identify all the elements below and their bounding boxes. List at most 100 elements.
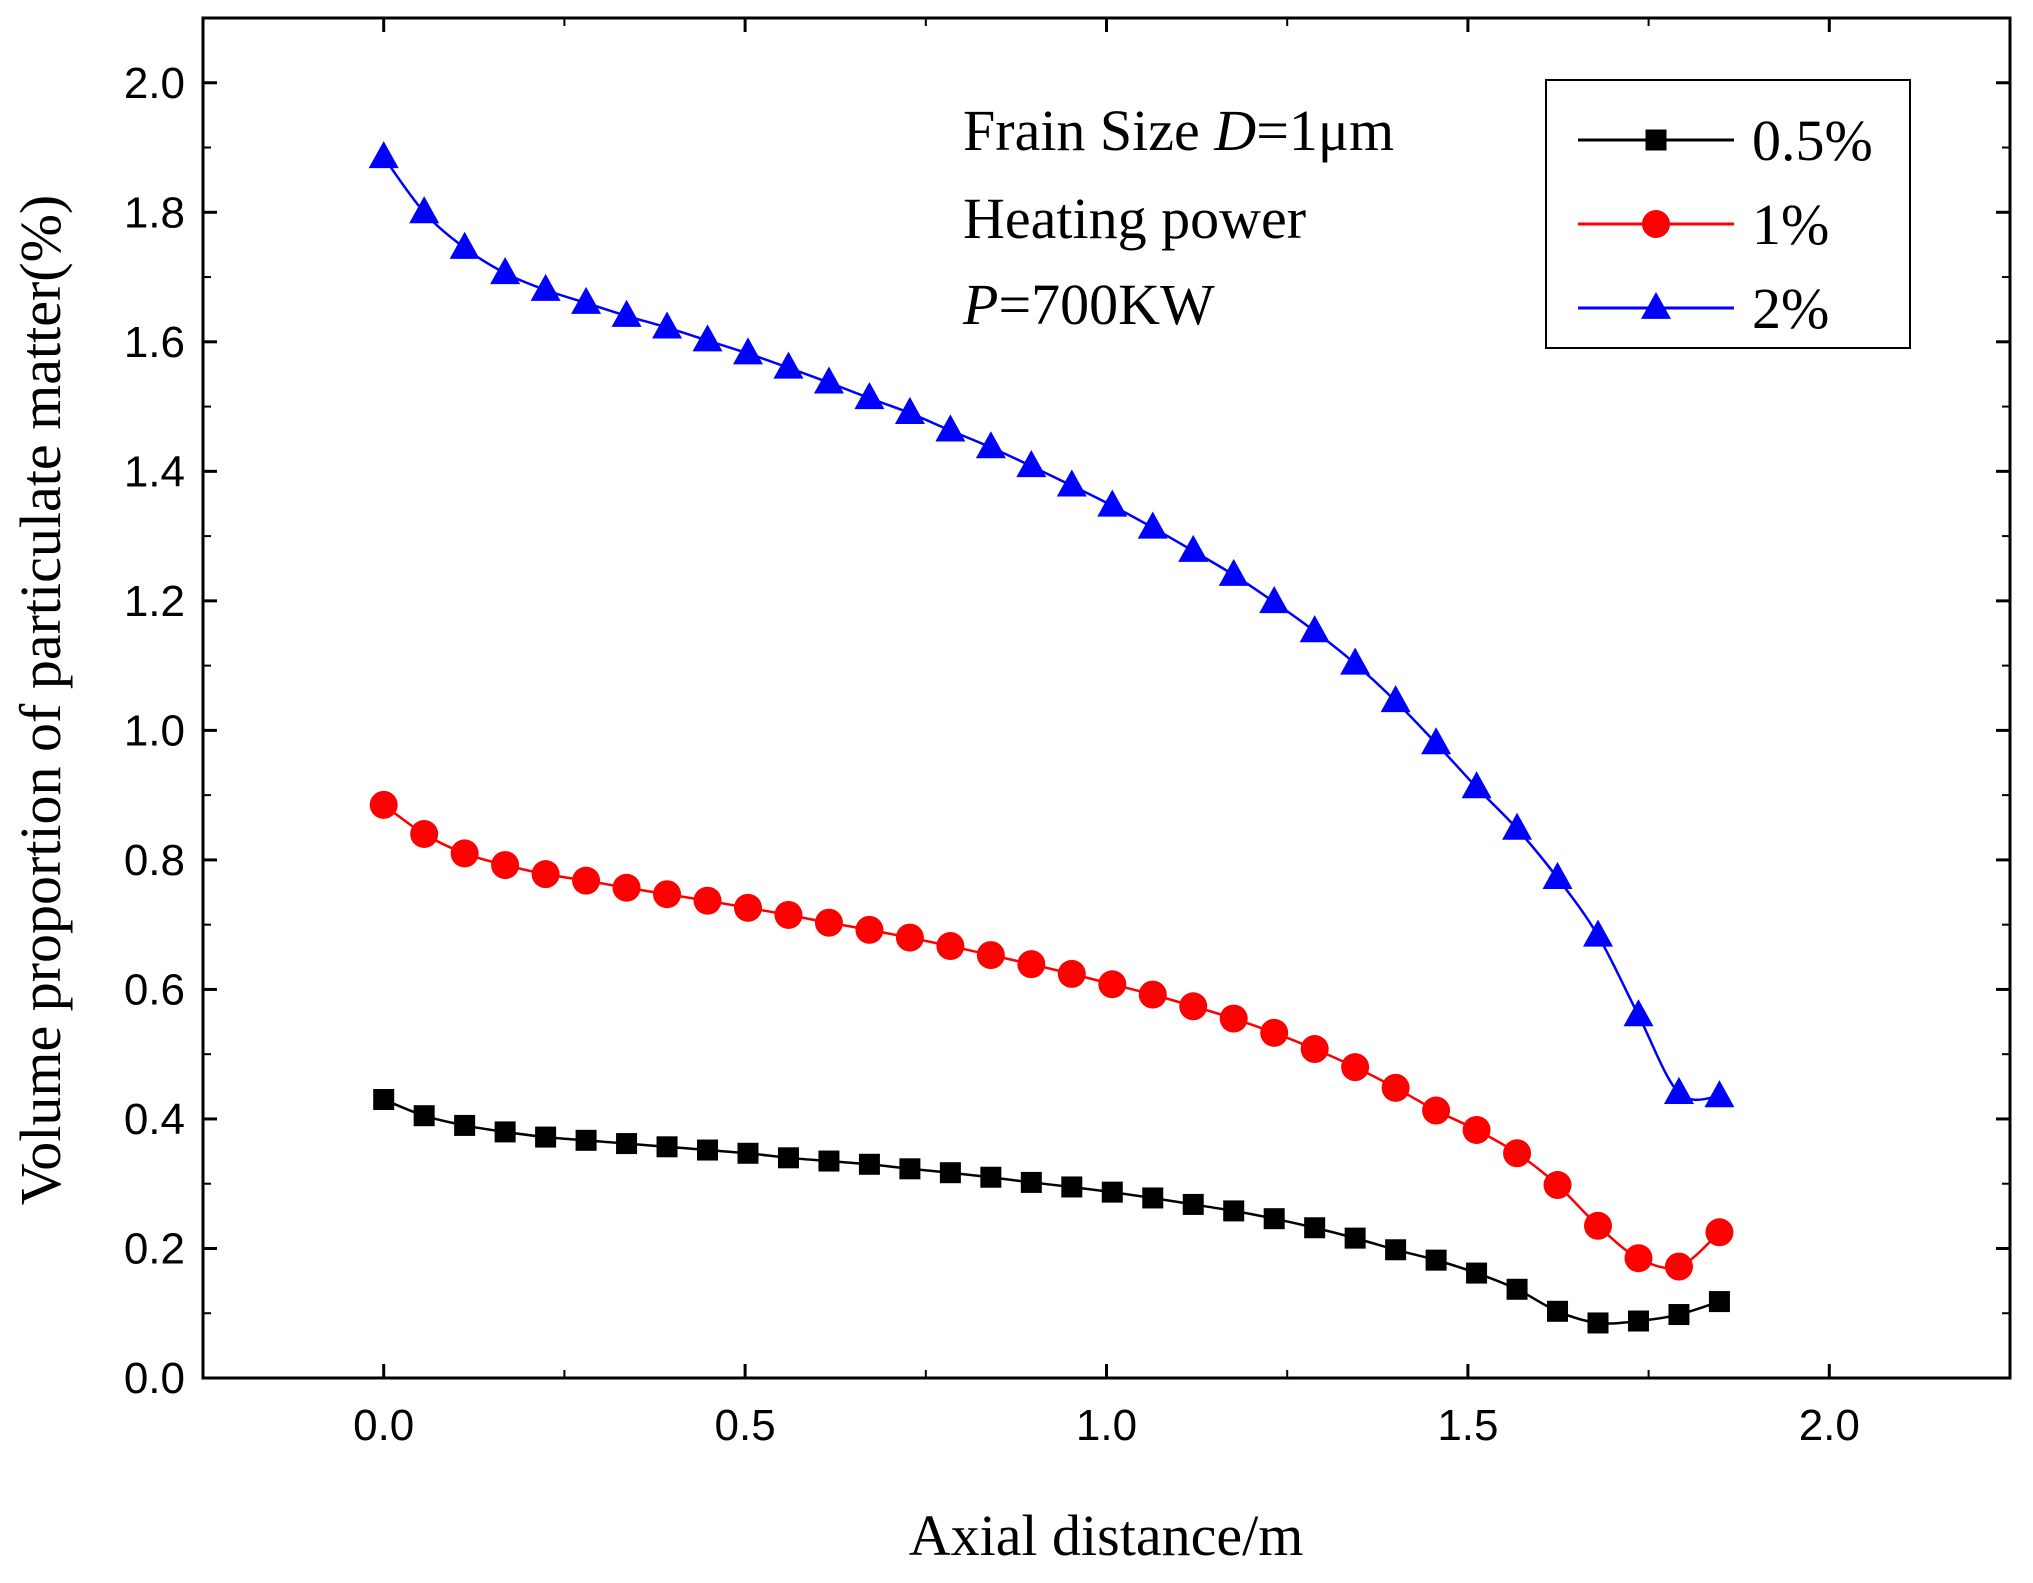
data-point: [1543, 1171, 1572, 1200]
legend-marker: [1642, 210, 1670, 238]
data-point: [1381, 1073, 1410, 1102]
data-point: [773, 351, 804, 379]
data-point: [899, 1158, 921, 1180]
heating-power-annotation: Heating power: [963, 186, 1306, 251]
data-point: [1705, 1218, 1734, 1247]
grain-size-annotation: Frain Size D=1μm: [963, 98, 1394, 163]
data-point: [1138, 980, 1167, 1009]
data-point: [1542, 861, 1573, 889]
y-tick-label: 0.4: [124, 1095, 185, 1144]
data-point: [1020, 1171, 1042, 1193]
data-point: [656, 1136, 678, 1158]
data-point: [854, 382, 885, 410]
data-point: [535, 1126, 557, 1148]
data-point: [1182, 1193, 1204, 1215]
data-point: [369, 790, 398, 819]
legend-label: 1%: [1752, 192, 1829, 257]
legend-entry: 2%: [1578, 276, 1829, 341]
data-point: [980, 1166, 1002, 1188]
data-point: [813, 366, 844, 394]
data-point: [1587, 1312, 1609, 1334]
data-point: [1056, 469, 1087, 497]
data-point: [1584, 1211, 1613, 1240]
data-point: [1461, 771, 1492, 799]
data-point: [1016, 450, 1047, 478]
data-point: [1624, 1244, 1653, 1273]
y-tick-label: 1.6: [124, 318, 185, 367]
legend-entry: 1%: [1578, 192, 1829, 257]
annotation-block: Frain Size D=1μm Heating power P=700KW: [962, 98, 1394, 337]
data-point: [1263, 1208, 1285, 1230]
data-point: [1098, 970, 1127, 999]
data-point: [936, 932, 965, 961]
legend-box: [1545, 79, 1911, 349]
data-point: [1259, 586, 1290, 614]
data-point: [494, 1121, 516, 1143]
data-point: [531, 860, 560, 889]
legend-marker: [1641, 291, 1671, 319]
data-point: [572, 866, 601, 895]
y-axis-title: Volume proportion of particulate matter(…: [8, 195, 73, 1205]
data-point: [1101, 1181, 1123, 1203]
data-point: [1502, 812, 1533, 840]
data-point: [895, 923, 924, 952]
data-point: [1179, 992, 1208, 1021]
data-point: [1260, 1018, 1289, 1047]
data-point: [697, 1139, 719, 1161]
legend-entry: 0.5%: [1578, 108, 1873, 173]
x-tick-label: 1.0: [1076, 1401, 1137, 1450]
data-point: [1300, 1035, 1329, 1064]
data-point: [1061, 1176, 1083, 1198]
data-point: [409, 196, 440, 224]
data-point: [935, 414, 966, 442]
data-point: [737, 1142, 759, 1164]
data-point: [1017, 950, 1046, 979]
data-point: [1506, 1278, 1528, 1300]
data-point: [1299, 615, 1330, 643]
series-square: [373, 1089, 1730, 1334]
data-point: [692, 324, 723, 352]
data-point: [1704, 1080, 1735, 1108]
data-point: [368, 141, 399, 169]
data-point: [1422, 1096, 1451, 1125]
data-point: [1623, 999, 1654, 1027]
data-point: [1178, 534, 1209, 562]
series-line: [382, 803, 1721, 1270]
data-point: [616, 1133, 638, 1155]
data-point: [1142, 1187, 1164, 1209]
x-tick-label: 1.5: [1437, 1401, 1498, 1450]
y-tick-label: 1.0: [124, 706, 185, 755]
data-point: [814, 908, 843, 937]
y-tick-label: 2.0: [124, 59, 185, 108]
data-point: [410, 820, 439, 848]
data-point: [1223, 1200, 1245, 1222]
y-tick-label: 1.2: [124, 577, 185, 626]
data-point: [894, 396, 925, 424]
data-point: [571, 286, 602, 314]
data-point: [530, 273, 561, 301]
data-point: [777, 1147, 799, 1169]
data-point: [976, 941, 1005, 970]
data-point: [612, 873, 641, 902]
data-point: [818, 1150, 840, 1172]
data-point: [611, 299, 642, 327]
data-point: [1097, 489, 1128, 517]
data-point: [733, 893, 762, 922]
legend-label: 2%: [1752, 276, 1829, 341]
data-point: [1341, 1053, 1370, 1082]
data-point: [1340, 647, 1371, 675]
data-point: [1663, 1076, 1694, 1104]
data-point: [413, 1105, 435, 1127]
data-point: [855, 915, 884, 944]
data-point: [1304, 1217, 1326, 1239]
series-line: [383, 1098, 1720, 1325]
data-point: [1503, 1139, 1532, 1168]
data-point: [1664, 1252, 1693, 1281]
x-axis-title: Axial distance/m: [909, 1503, 1304, 1568]
data-point: [490, 257, 521, 285]
data-point: [858, 1153, 880, 1175]
data-point: [449, 231, 480, 259]
y-tick-label: 0.0: [124, 1354, 185, 1403]
data-point: [1219, 1004, 1248, 1033]
